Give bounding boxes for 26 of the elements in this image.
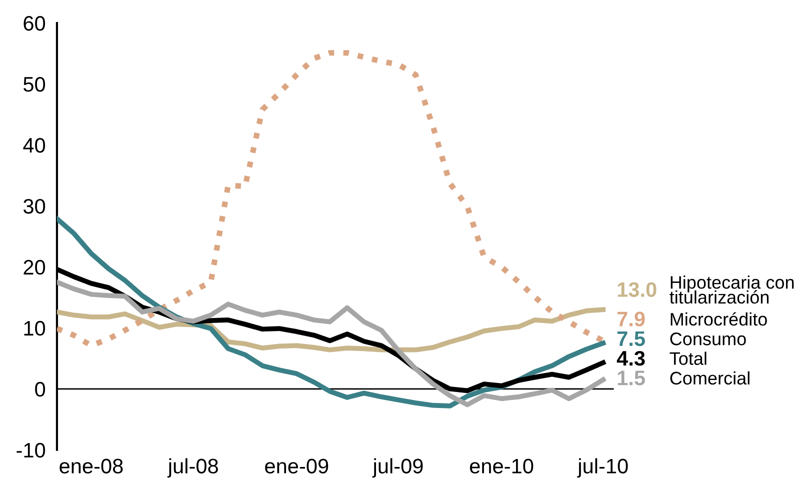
data-label: 7.9 (617, 312, 645, 326)
x-tick-label: ene-08 (60, 458, 123, 474)
text: Total (670, 352, 706, 365)
data-label: 4.3 (616, 350, 645, 366)
x-tick-label: jul-09 (372, 458, 423, 478)
y-tick-label: 20 (24, 260, 46, 275)
line-series (56, 280, 606, 408)
text: Comercial (670, 371, 750, 385)
y-tick-label: 40 (23, 138, 46, 153)
y-tick-label: 50 (24, 76, 46, 92)
y-tick-label: 60 (24, 16, 46, 31)
y-tick-label: 30 (23, 198, 46, 214)
text: Microcrédito (670, 312, 767, 326)
data-label: 7.5 (617, 332, 645, 346)
x-tick-label: ene-10 (470, 458, 534, 474)
line-series (56, 307, 606, 352)
x-tick-label: jul-10 (577, 458, 628, 478)
x-tick-label: ene-09 (265, 458, 328, 474)
text: Consumo (670, 332, 746, 346)
data-label: 1.5 (618, 370, 645, 386)
text: Hipotecaria con titularización (670, 276, 794, 304)
y-tick-label: 10 (24, 320, 46, 336)
data-label: 13.0 (618, 282, 656, 297)
y-tick-label: -10 (16, 442, 46, 458)
y-tick-label: 0 (35, 382, 46, 397)
x-tick-label: jul-08 (167, 458, 218, 478)
